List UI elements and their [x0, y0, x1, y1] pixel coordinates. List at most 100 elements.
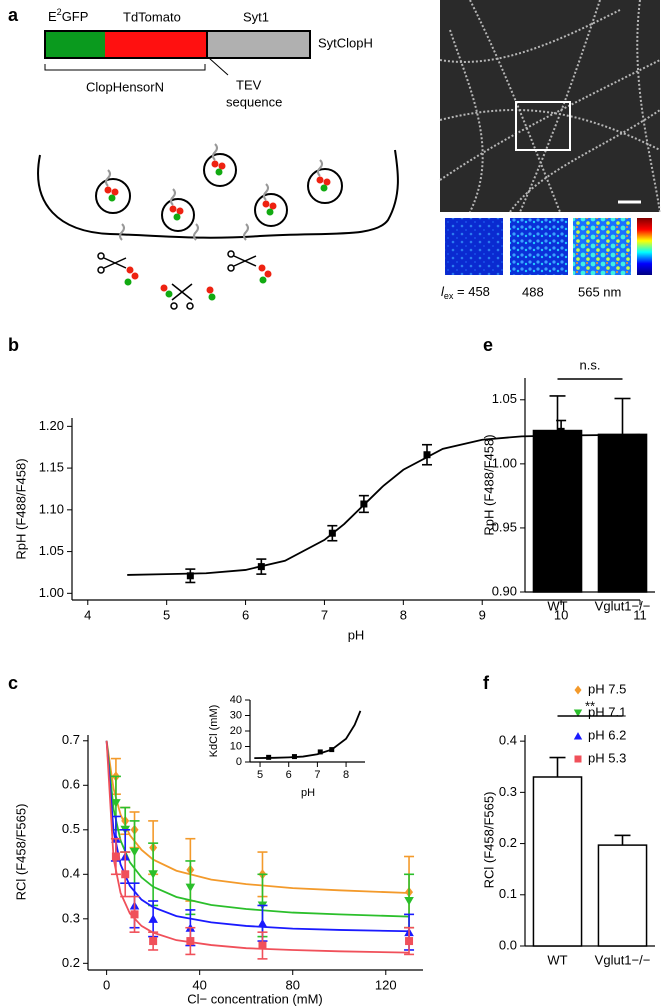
x-tick-label: WT [547, 598, 567, 613]
wavelength-label: 565 nm [578, 284, 621, 299]
neurite [439, 109, 661, 151]
construct-name: SytClopH [318, 35, 373, 50]
tag [105, 169, 111, 187]
fluorophore [218, 162, 226, 170]
fluorophore [131, 272, 139, 280]
y-tick-label: 0.0 [499, 937, 517, 952]
x-tick-label: 40 [192, 977, 206, 992]
legend-label: pH 7.5 [588, 681, 626, 696]
fluorophore [208, 293, 216, 301]
panel-label: b [8, 335, 19, 355]
x-tick-label: Vglut1−/− [595, 952, 651, 967]
panel-label: f [483, 673, 490, 693]
tag [193, 223, 199, 241]
x-tick-label: 6 [242, 607, 249, 622]
tag [170, 188, 176, 206]
y-tick-label: 0.2 [62, 955, 80, 970]
neurite [449, 29, 484, 213]
x-tick-label: 5 [163, 607, 170, 622]
marker [185, 883, 196, 893]
y-tick-label: 0.6 [62, 777, 80, 792]
y-tick-label: 0.95 [492, 519, 517, 534]
fluorophore [320, 184, 328, 192]
y-tick-label: 0.3 [62, 910, 80, 925]
marker [186, 937, 195, 946]
legend-label: pH 5.3 [588, 750, 626, 765]
tag [212, 143, 218, 161]
fit-curve [254, 710, 362, 760]
fluorophore [173, 213, 181, 221]
marker [404, 897, 414, 906]
fluorophore [211, 160, 219, 168]
marker [148, 870, 158, 879]
fluorophore [266, 208, 274, 216]
fluorophore [262, 200, 270, 208]
neurite [636, 0, 661, 213]
legend-label: pH 6.2 [588, 727, 626, 742]
y-tick-label: 0.7 [62, 732, 80, 747]
panel-label: e [483, 335, 493, 355]
significance-label: n.s. [580, 357, 601, 372]
y-axis-label: RpH (F488/F458) [13, 458, 28, 559]
marker [328, 529, 336, 537]
roi-box [515, 101, 571, 151]
x-tick-label: 5 [257, 769, 263, 781]
scissors [97, 250, 257, 310]
tev-label: TEV [236, 77, 262, 92]
tev-label: sequence [226, 94, 282, 109]
y-tick-label: 1.00 [492, 455, 517, 470]
x-axis-label: pH [301, 787, 315, 799]
tag [119, 223, 125, 241]
fluorophore [264, 270, 272, 278]
y-tick-label: 1.15 [39, 460, 64, 475]
x-tick-label: 8 [400, 607, 407, 622]
x-tick-label: 80 [285, 977, 299, 992]
y-tick-label: 30 [230, 709, 242, 721]
fluorophore [215, 168, 223, 176]
marker [258, 941, 267, 950]
fluorophore [169, 205, 177, 213]
marker [129, 848, 140, 857]
fluorophore [124, 278, 132, 286]
x-tick-label: 7 [314, 769, 320, 781]
ratio-image [510, 218, 568, 275]
fluorophore [165, 290, 173, 298]
y-tick-label: 1.20 [39, 418, 64, 433]
neurite [469, 0, 561, 213]
marker [149, 937, 158, 946]
bar [597, 844, 648, 947]
x-tick-label: 10 [554, 607, 568, 622]
fluorophore [104, 186, 112, 194]
y-tick-label: 10 [230, 740, 242, 752]
clophensor-label: ClopHensorN [86, 79, 164, 94]
marker [329, 747, 335, 753]
tev-pointer [208, 57, 229, 76]
x-tick-label: 6 [286, 769, 292, 781]
syt1-domain [207, 31, 310, 58]
y-axis-label: RCl (F458/F565) [481, 792, 496, 889]
x-tick-label: Vglut1−/− [595, 598, 651, 613]
x-tick-label: 8 [343, 769, 349, 781]
fluorophore [316, 176, 324, 184]
marker [360, 500, 368, 508]
tag [263, 183, 269, 201]
y-tick-label: 1.05 [492, 391, 517, 406]
y-tick-label: 40 [230, 694, 242, 706]
ratio-image [573, 218, 631, 275]
y-tick-label: 0 [236, 756, 242, 768]
y-tick-label: 0.90 [492, 583, 517, 598]
panel-label: a [8, 5, 19, 25]
tag [243, 223, 249, 241]
construct-outline [44, 30, 311, 59]
y-tick-label: 0.3 [499, 784, 517, 799]
tdtomato-domain [105, 31, 207, 58]
fluorophore [126, 266, 134, 274]
syt1-label: Syt1 [243, 9, 269, 24]
fluorophore [176, 207, 184, 215]
fluorophore [269, 202, 277, 210]
fluorophore [160, 284, 168, 292]
legend-marker [574, 755, 582, 763]
synapse-cartoon [37, 143, 399, 310]
marker [130, 910, 139, 919]
